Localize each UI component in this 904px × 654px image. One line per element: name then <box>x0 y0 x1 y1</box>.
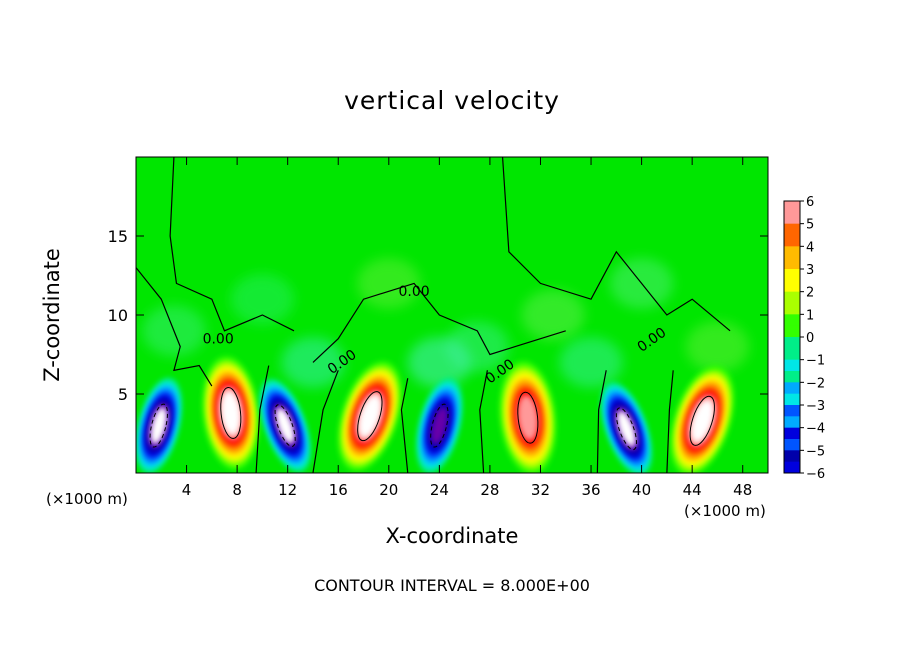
colorbar-cell <box>784 303 800 315</box>
zero-contour <box>400 378 409 473</box>
x-tick-label: 28 <box>480 481 499 499</box>
updraft-core <box>690 399 714 443</box>
colorbar-label: −2 <box>806 376 825 391</box>
contour-interval-note: CONTOUR INTERVAL = 8.000E+00 <box>314 576 590 595</box>
contour-label: 0.00 <box>203 331 234 347</box>
colorbar-cell <box>784 201 800 213</box>
x-tick-label: 8 <box>232 481 242 499</box>
colorbar-cell <box>784 269 800 281</box>
contour-line <box>689 395 715 446</box>
x-axis-label: X-coordinate <box>385 524 519 548</box>
zero-contour <box>501 157 731 332</box>
colorbar-label: 1 <box>806 308 814 323</box>
colorbar-label: 2 <box>806 286 814 301</box>
contour-line <box>615 407 637 451</box>
zero-contour <box>596 370 607 473</box>
x-tick-label: 40 <box>632 481 651 499</box>
colorbar-cell <box>784 280 800 293</box>
colorbar-cell <box>784 235 800 247</box>
zero-contour <box>666 370 674 473</box>
field-variation <box>559 337 623 388</box>
colorbar-label: 4 <box>806 240 814 255</box>
colorbar-cell <box>784 427 800 440</box>
updraft-core <box>221 391 241 435</box>
zero-contour <box>136 267 213 387</box>
colorbar-cell <box>784 371 800 383</box>
updraft-core <box>517 395 538 441</box>
zero-contour <box>312 282 566 363</box>
x-tick-label: 20 <box>379 481 398 499</box>
contour-line <box>357 391 383 442</box>
colorbar-cell <box>784 450 800 463</box>
x-tick-label: 12 <box>278 481 297 499</box>
colorbar-label: 0 <box>806 331 814 346</box>
downdraft-core <box>617 410 636 447</box>
colorbar-cell <box>784 291 800 304</box>
y-tick-label: 10 <box>108 306 128 325</box>
colorbar-cell <box>784 212 800 225</box>
colorbar-cell <box>784 257 800 270</box>
chart-title: vertical velocity <box>344 86 560 115</box>
colorbar-cell <box>784 405 800 417</box>
colorbar-label: 5 <box>806 218 814 233</box>
downdraft-core <box>275 407 295 444</box>
colorbar-label: −1 <box>806 354 825 369</box>
x-tick-label: 32 <box>531 481 550 499</box>
colorbar-cell <box>784 416 800 429</box>
contour-line <box>274 404 296 447</box>
colorbar-cell <box>784 348 800 361</box>
colorbar-cell <box>784 337 800 349</box>
contour-label: 0.00 <box>398 284 429 300</box>
contour-line <box>430 403 449 448</box>
colorbar-cell <box>784 461 800 474</box>
contour-line <box>517 391 539 444</box>
x-tick-label: 24 <box>430 481 449 499</box>
field-variation <box>407 337 471 388</box>
colorbar-cell <box>784 382 800 395</box>
y-tick-label: 15 <box>108 227 128 246</box>
zero-contour <box>312 370 339 473</box>
zero-contour <box>169 157 295 332</box>
updraft-core <box>358 394 382 438</box>
colorbar-cell <box>784 314 800 327</box>
colorbar-label: −3 <box>806 399 825 414</box>
x-tick-label: 4 <box>182 481 192 499</box>
colorbar-cell <box>784 325 800 338</box>
colorbar-cell <box>784 246 800 259</box>
colorbar-cell <box>784 393 800 406</box>
x-tick-label: 48 <box>733 481 752 499</box>
colorbar-cell <box>784 359 800 372</box>
x-tick-label: 16 <box>329 481 348 499</box>
zero-contour <box>255 365 270 473</box>
zero-contour <box>479 370 488 473</box>
colorbar-label: 6 <box>806 195 814 210</box>
colorbar-label: −4 <box>806 422 825 437</box>
field-variation <box>521 289 585 341</box>
field-variation <box>230 273 294 325</box>
x-unit-label-right: (×1000 m) <box>684 502 766 520</box>
x-tick-label: 36 <box>581 481 600 499</box>
y-tick-label: 5 <box>118 385 128 404</box>
colorbar-label: −5 <box>806 444 825 459</box>
colorbar-label: 3 <box>806 263 814 278</box>
colorbar-label: −6 <box>806 467 825 482</box>
contour-line <box>220 386 242 439</box>
field-variation <box>685 321 750 372</box>
x-tick-label: 44 <box>683 481 702 499</box>
colorbar-cell <box>784 223 800 236</box>
x-unit-label-left: (×1000 m) <box>46 490 128 508</box>
contour-line <box>149 403 168 448</box>
colorbar-cell <box>784 439 800 451</box>
